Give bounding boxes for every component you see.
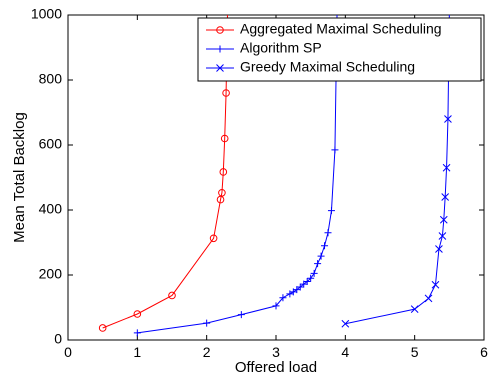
- legend-box: [197, 17, 482, 82]
- data-point: [296, 283, 304, 291]
- data-point: [317, 252, 325, 260]
- data-point: [272, 302, 280, 310]
- legend-entry: Aggregated Maximal Scheduling: [206, 21, 442, 37]
- data-point: [307, 274, 315, 282]
- data-point: [435, 245, 443, 253]
- series-line: [137, 14, 338, 334]
- data-point: [442, 163, 451, 172]
- y-axis-label: Mean Total Backlog: [11, 112, 28, 243]
- y-tick-label: 1000: [31, 6, 62, 22]
- data-point: [424, 294, 433, 303]
- legend-label: Greedy Maximal Scheduling: [240, 59, 415, 75]
- axis-ticks: 0 1 2 3 4 5 6 0 200 400 600 800 1000: [31, 6, 488, 360]
- series-layer: [98, 14, 452, 337]
- y-tick-label: 600: [39, 136, 63, 152]
- y-tick-label: 0: [54, 331, 62, 347]
- data-point: [438, 232, 447, 240]
- y-tick-label: 400: [39, 201, 63, 217]
- x-tick-label: 5: [411, 344, 419, 360]
- data-point: [279, 294, 287, 302]
- data-point: [218, 188, 226, 197]
- data-point: [133, 310, 142, 318]
- data-point: [222, 89, 230, 97]
- x-tick-label: 4: [341, 344, 349, 360]
- data-point: [310, 269, 318, 277]
- data-point: [324, 229, 332, 237]
- legend-label: Aggregated Maximal Scheduling: [240, 21, 442, 37]
- legend-marker: [216, 45, 224, 53]
- data-point: [441, 193, 450, 201]
- legend-entry: Algorithm SP: [206, 40, 322, 56]
- x-tick-label: 1: [133, 344, 141, 360]
- data-point: [303, 278, 311, 285]
- data-point: [203, 319, 211, 327]
- data-point: [209, 234, 218, 243]
- legend-entry: Greedy Maximal Scheduling: [206, 59, 415, 75]
- y-tick-label: 200: [39, 266, 63, 282]
- x-tick-label: 0: [64, 344, 72, 360]
- legend-marker: [216, 26, 224, 34]
- data-point: [314, 260, 322, 268]
- data-point: [219, 168, 228, 176]
- x-tick-label: 2: [203, 344, 211, 360]
- data-point: [341, 319, 350, 328]
- x-tick-label: 3: [272, 344, 280, 360]
- series-2: [133, 14, 339, 337]
- data-point: [220, 134, 229, 143]
- x-tick-label: 6: [480, 344, 488, 360]
- data-point: [439, 215, 448, 224]
- data-point: [431, 280, 440, 289]
- data-point: [98, 324, 107, 332]
- data-point: [331, 146, 339, 154]
- legend-label: Algorithm SP: [240, 40, 322, 56]
- data-point: [133, 329, 141, 337]
- data-point: [327, 207, 335, 215]
- data-point: [168, 291, 176, 300]
- x-axis-label: Offered load: [235, 359, 317, 376]
- data-point: [444, 115, 452, 123]
- legend-marker: [216, 64, 224, 72]
- data-point: [410, 305, 419, 313]
- series-1: [98, 14, 230, 332]
- y-tick-label: 800: [39, 71, 63, 87]
- legend: Aggregated Maximal Scheduling Algorithm S…: [197, 17, 482, 82]
- data-point: [237, 311, 245, 319]
- series-3: [341, 14, 452, 328]
- data-point: [321, 242, 329, 250]
